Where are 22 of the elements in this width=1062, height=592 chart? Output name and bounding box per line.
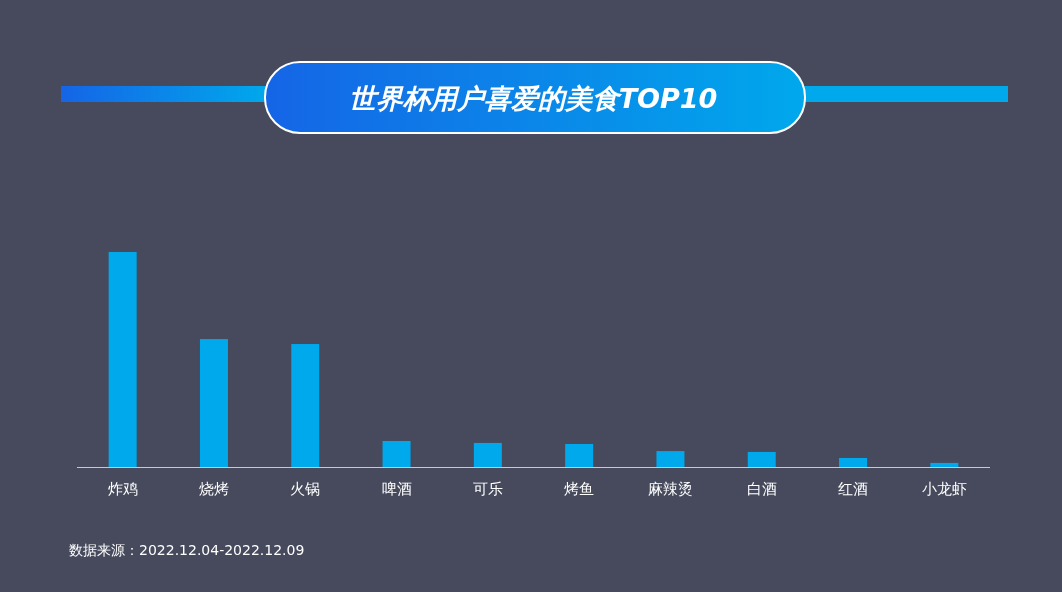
- bar: [839, 457, 868, 467]
- chart-title: 世界杯用户喜爱的美食TOP10: [348, 83, 718, 114]
- x-tick-label: 红酒: [838, 480, 869, 498]
- bar: [108, 252, 137, 467]
- bar: [291, 344, 320, 467]
- x-tick-label: 小龙虾: [921, 480, 967, 498]
- bar: [930, 462, 959, 467]
- bar: [199, 339, 228, 467]
- x-tick-label: 麻辣烫: [647, 480, 693, 498]
- x-tick-label: 白酒: [746, 480, 777, 498]
- x-tick-label: 火锅: [290, 480, 321, 498]
- bar: [747, 451, 776, 467]
- source-note: 数据来源：2022.12.04-2022.12.09: [69, 542, 305, 558]
- bar: [382, 440, 411, 467]
- bar: [656, 451, 685, 467]
- bar: [565, 444, 594, 467]
- x-tick-label: 烤鱼: [564, 480, 595, 498]
- x-tick-label: 炸鸡: [107, 480, 138, 498]
- x-tick-label: 可乐: [472, 480, 503, 498]
- x-tick-label: 烧烤: [198, 480, 229, 498]
- x-tick-label: 啤酒: [381, 480, 412, 498]
- bar: [473, 442, 502, 467]
